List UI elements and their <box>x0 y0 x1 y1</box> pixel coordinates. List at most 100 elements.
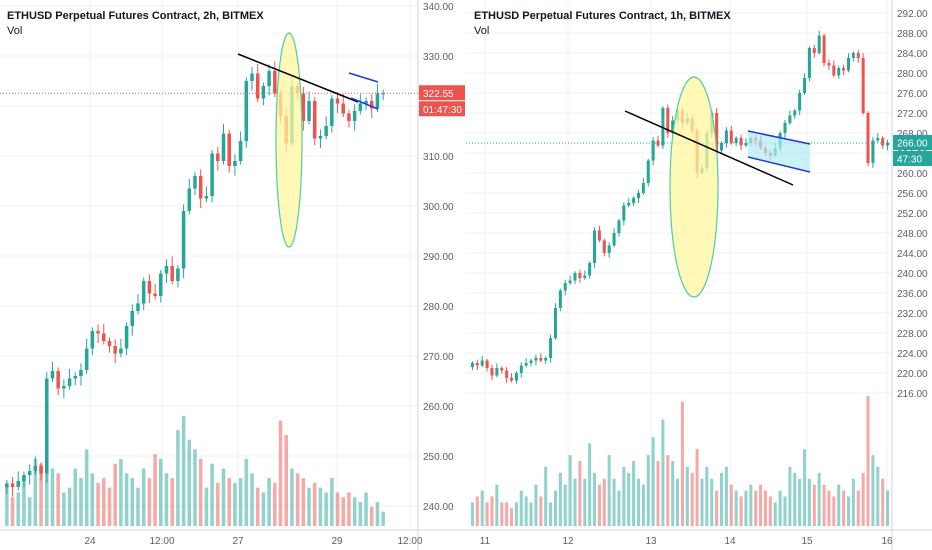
volume-bar <box>553 490 557 526</box>
volume-bar <box>96 482 100 526</box>
volume-bar <box>837 484 841 526</box>
candle-body <box>729 130 733 143</box>
chart-1h[interactable]: 292.00 288.00 284.00 280.00 276.00 272.00 268.… <box>466 0 932 550</box>
volume-bar <box>803 449 807 526</box>
volume-bar <box>267 478 271 526</box>
volume-bar <box>124 473 129 526</box>
volume-bar <box>318 487 323 526</box>
volume-bar <box>754 490 758 526</box>
candle-body <box>84 348 89 370</box>
y-tick-label: 250.00 <box>423 452 454 463</box>
x-tick-label: 15 <box>801 536 813 547</box>
countdown-tag <box>893 151 932 166</box>
volume-bar <box>136 487 140 526</box>
candle-body <box>5 483 9 488</box>
volume-bar <box>861 472 865 526</box>
y-tick-label: 280.00 <box>897 69 928 80</box>
trend-line <box>237 53 359 103</box>
candle-body <box>470 363 474 367</box>
x-tick-label: 14 <box>724 536 736 547</box>
volume-bar <box>102 478 106 526</box>
x-tick-label: 16 <box>881 536 893 547</box>
volume-bar <box>187 439 192 526</box>
y-tick-label: 340.00 <box>423 2 454 13</box>
candle-body <box>375 93 380 109</box>
candle-body <box>524 363 528 366</box>
candle-body <box>204 196 209 199</box>
candle-body <box>817 35 821 53</box>
volume-bar <box>778 490 782 526</box>
candle-body <box>588 263 592 276</box>
volume-bar <box>661 419 665 526</box>
volume-bar <box>822 484 826 526</box>
candle-body <box>50 371 55 379</box>
volume-bar <box>39 463 43 526</box>
y-tick-label: 288.00 <box>897 29 928 40</box>
volume-bar <box>627 472 631 526</box>
candle-body <box>381 93 385 95</box>
volume-bar <box>490 496 494 526</box>
candle-body <box>352 111 357 121</box>
last-price-label: 322.55 <box>423 89 454 100</box>
chart-2h[interactable]: 340.00330.00320.00310.00300.00290.00280.… <box>0 0 466 550</box>
volume-bar <box>539 496 543 526</box>
volume-bar <box>573 478 577 526</box>
volume-bar <box>568 455 572 526</box>
volume-bar <box>119 458 123 526</box>
y-tick-label: 272.00 <box>897 109 928 120</box>
volume-bar <box>729 484 733 526</box>
y-tick-label: 252.00 <box>897 209 928 220</box>
x-tick-label: 27 <box>232 536 244 547</box>
volume-bar <box>244 458 249 526</box>
volume-bar <box>534 484 538 526</box>
volume-bar <box>783 496 787 526</box>
volume-bar <box>364 492 368 526</box>
volume-bar <box>705 466 709 526</box>
trend-line <box>624 110 794 186</box>
y-tick-label: 216.00 <box>897 389 928 400</box>
volume-bar <box>358 502 363 526</box>
candle-body <box>153 293 157 296</box>
volume-bar <box>588 443 592 526</box>
volume-bar <box>210 463 214 526</box>
candle-body <box>141 281 146 304</box>
candle-body <box>661 108 665 146</box>
volume-bar <box>851 478 855 526</box>
chart-1h-title: ETHUSD Perpetual Futures Contract, 1h, B… <box>474 10 731 22</box>
channel-lower <box>350 97 379 110</box>
volume-bar <box>485 502 489 526</box>
y-tick-label: 280.00 <box>423 302 454 313</box>
volume-bar <box>876 466 880 526</box>
y-tick-label: 244.00 <box>897 249 928 260</box>
candle-body <box>519 365 523 373</box>
volume-bar <box>773 502 777 526</box>
volume-bar <box>307 487 311 526</box>
candle-body <box>597 230 601 241</box>
x-tick-label: 12 <box>562 536 574 547</box>
candle-body <box>307 101 311 121</box>
volume-bar <box>832 496 836 526</box>
candle-body <box>607 245 611 253</box>
volume-bar <box>759 484 763 526</box>
candle-body <box>671 120 675 133</box>
volume-bar <box>612 478 616 526</box>
candle-body <box>807 48 811 78</box>
candle-body <box>261 86 266 99</box>
volume-bar <box>842 490 846 526</box>
volume-bar <box>846 496 851 526</box>
candle-body <box>573 273 577 281</box>
candle-body <box>490 368 494 376</box>
volume-bar <box>812 484 816 526</box>
candle-body <box>96 331 100 334</box>
volume-bar <box>341 497 346 526</box>
y-tick-label: 256.00 <box>897 189 928 200</box>
y-tick-label: 248.00 <box>897 229 928 240</box>
chart-2h-title: ETHUSD Perpetual Futures Contract, 2h, B… <box>7 10 264 22</box>
y-tick-label: 224.00 <box>897 349 928 360</box>
countdown-tag <box>419 101 465 117</box>
volume-bar <box>593 472 597 526</box>
volume-bar <box>159 458 163 526</box>
x-tick-label: 13 <box>645 536 657 547</box>
volume-bar <box>744 490 748 526</box>
candle-body <box>244 81 249 141</box>
